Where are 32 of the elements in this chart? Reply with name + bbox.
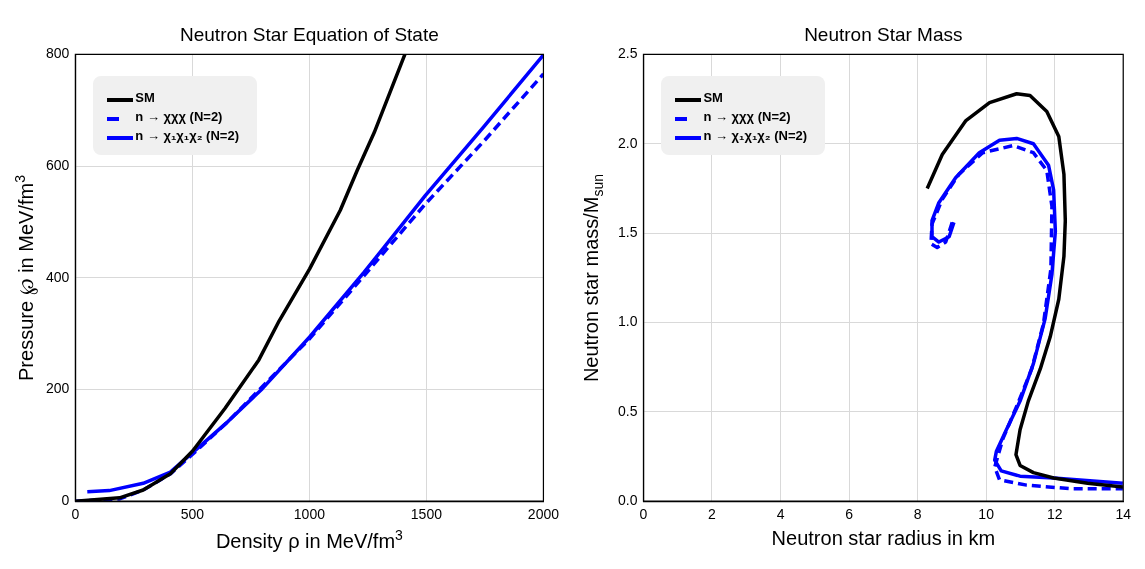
y-tick-label: 400 [46, 268, 70, 285]
y-tick-label: 600 [46, 156, 70, 173]
x-tick-label: 2 [708, 506, 717, 523]
legend-label: n → χχχ (N=2) [703, 109, 791, 125]
y-tick-label: 2.0 [617, 134, 638, 151]
y-tick-label: 0.0 [617, 492, 638, 509]
y-tick-label: 0 [61, 492, 70, 509]
x-tick-label: 6 [845, 506, 854, 523]
x-tick-label: 8 [913, 506, 922, 523]
y-tick-label: 2.5 [617, 45, 638, 62]
x-tick-label: 12 [1046, 506, 1063, 523]
x-axis-title: Density ρ in MeV/fm$^{3}$ [215, 527, 403, 553]
y-tick-label: 800 [46, 45, 70, 62]
legend-label: n → χ₁χ₁χ₂ (N=2) [135, 128, 239, 144]
y-tick-label: 0.5 [617, 402, 638, 419]
x-tick-label: 10 [978, 506, 995, 523]
x-tick-label: 2000 [527, 506, 560, 523]
x-tick-label: 1500 [410, 506, 443, 523]
x-tick-label: 1000 [293, 506, 326, 523]
y-tick-label: 200 [46, 380, 70, 397]
chart-title: Neutron Star Mass [804, 24, 963, 47]
x-tick-label: 500 [180, 506, 205, 523]
legend-label: SM [703, 90, 723, 106]
chart-title: Neutron Star Equation of State [180, 24, 439, 47]
y-tick-label: 1.0 [617, 313, 638, 330]
legend-label: n → χ₁χ₁χ₂ (N=2) [703, 128, 808, 144]
x-tick-label: 4 [776, 506, 785, 523]
x-tick-label: 14 [1115, 506, 1132, 523]
x-axis-title: Neutron star radius in km [771, 527, 996, 551]
legend-label: n → χχχ (N=2) [135, 109, 223, 125]
legend-label: SM [135, 90, 155, 106]
y-tick-label: 1.5 [617, 223, 638, 240]
